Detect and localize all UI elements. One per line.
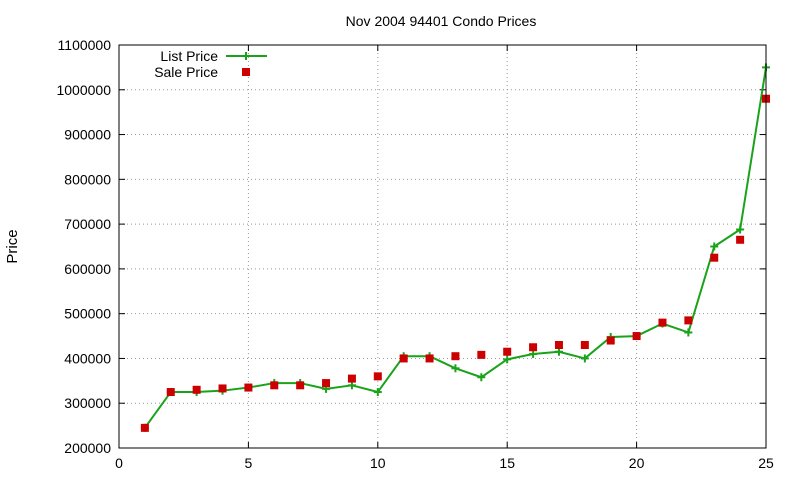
- x-tick-label: 0: [115, 455, 123, 471]
- sale-price-point: [580, 341, 589, 350]
- sale-price-point: [736, 235, 745, 244]
- series-layer: [140, 63, 770, 432]
- y-tick-label: 1100000: [58, 37, 112, 53]
- series-list-price: [140, 63, 770, 432]
- chart-title: Nov 2004 94401 Condo Prices: [346, 13, 537, 29]
- list-price-point: [736, 225, 745, 234]
- list-price-point: [554, 347, 563, 356]
- sale-price-point: [218, 384, 227, 393]
- list-price-point: [580, 354, 589, 363]
- axis-ticks: 0 5 10 15 20 25 200000 300000 400000 500000 600000…: [56, 37, 774, 471]
- y-tick-label: 600000: [64, 261, 111, 277]
- y-tick-label: 400000: [64, 350, 111, 366]
- grid-lines: [119, 45, 766, 448]
- sale-price-point: [503, 347, 512, 356]
- y-tick-label: 300000: [64, 395, 111, 411]
- sale-price-point: [192, 385, 201, 394]
- sale-price-point: [399, 354, 408, 363]
- sale-price-point: [425, 354, 434, 363]
- y-tick-label: 800000: [64, 171, 111, 187]
- legend-label: List Price: [160, 48, 218, 64]
- y-tick-label: 200000: [64, 440, 111, 456]
- list-price-point: [684, 328, 693, 337]
- sale-price-point: [684, 316, 693, 325]
- sale-price-point: [554, 341, 563, 350]
- y-tick-label: 900000: [64, 127, 111, 143]
- list-price-line: [144, 67, 767, 429]
- list-price-point: [373, 388, 382, 397]
- sale-price-point: [296, 381, 305, 390]
- sale-price-point: [606, 336, 615, 345]
- sale-price-point: [270, 381, 279, 390]
- list-price-point: [529, 349, 538, 358]
- y-tick-label: 700000: [64, 216, 111, 232]
- plot-frame: [118, 44, 767, 449]
- sale-price-point: [632, 332, 641, 341]
- sale-price-point: [477, 350, 486, 359]
- legend-item: Sale Price: [154, 64, 250, 80]
- legend-square-swatch: [242, 68, 250, 76]
- series-sale-price: [140, 94, 770, 432]
- legend-label: Sale Price: [154, 64, 218, 80]
- sale-price-point: [244, 383, 253, 392]
- list-price-point: [503, 355, 512, 364]
- y-tick-label: 1000000: [56, 82, 111, 98]
- x-tick-label: 25: [758, 455, 774, 471]
- sale-price-point: [373, 372, 382, 381]
- x-tick-label: 15: [499, 455, 515, 471]
- list-price-point: [710, 242, 719, 251]
- sale-price-point: [710, 253, 719, 262]
- x-tick-label: 5: [245, 455, 253, 471]
- sale-price-point: [166, 388, 175, 397]
- sale-price-point: [658, 318, 667, 327]
- list-price-point: [477, 373, 486, 382]
- sale-price-point: [322, 379, 331, 388]
- x-tick-label: 20: [629, 455, 645, 471]
- sale-price-point: [347, 374, 356, 383]
- sale-price-point: [451, 352, 460, 361]
- x-tick-label: 10: [370, 455, 386, 471]
- list-price-point: [451, 364, 460, 373]
- y-axis-label: Price: [4, 229, 21, 263]
- sale-price-point: [140, 423, 149, 432]
- sale-price-point: [529, 343, 538, 352]
- list-price-point: [347, 381, 356, 390]
- legend-item: List Price: [160, 48, 267, 64]
- y-tick-label: 500000: [64, 306, 111, 322]
